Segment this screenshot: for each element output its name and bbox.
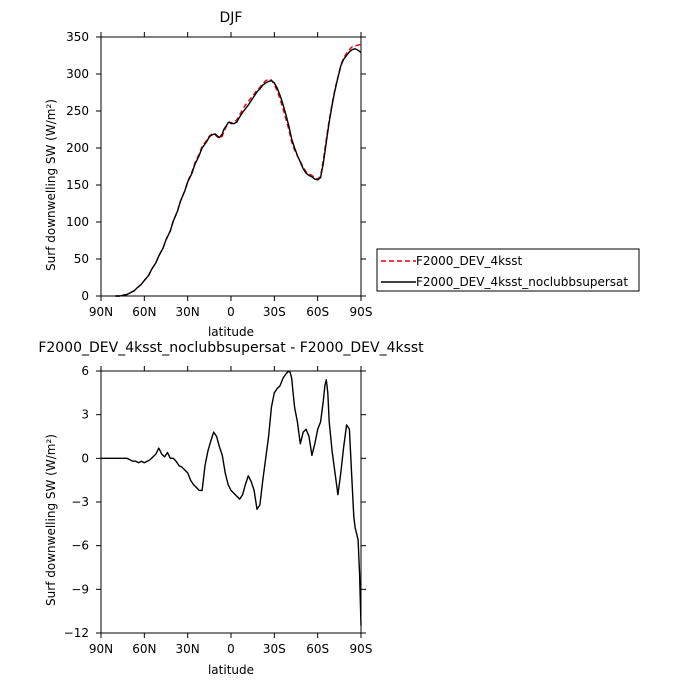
bottom-chart-series-lines xyxy=(101,370,362,626)
y-tick-label: 3 xyxy=(81,408,89,422)
x-tick-label: 0 xyxy=(227,642,235,656)
y-tick-label: 350 xyxy=(66,30,89,44)
y-tick-label: −6 xyxy=(71,539,89,553)
top-chart-legend: F2000_DEV_4ksst F2000_DEV_4ksst_noclubbs… xyxy=(376,248,640,292)
series-line-1 xyxy=(101,370,362,626)
series-line-2 xyxy=(115,48,362,297)
x-tick-label: 30S xyxy=(263,642,286,656)
legend-label-series-2: F2000_DEV_4ksst_noclubbsupersat xyxy=(416,275,628,289)
x-tick-label: 30S xyxy=(263,305,286,319)
y-tick-label: 0 xyxy=(81,451,89,465)
x-tick-label: 60S xyxy=(306,305,329,319)
y-tick-label: 100 xyxy=(66,215,89,229)
x-tick-label: 90N xyxy=(89,305,113,319)
y-tick-label: −12 xyxy=(64,626,89,640)
top-chart-y-axis-label: Surf downwelling SW (W/m²) xyxy=(44,99,58,271)
bottom-chart-plot-frame xyxy=(100,370,362,634)
x-tick-label: 90S xyxy=(350,305,373,319)
x-tick-label: 60N xyxy=(132,305,156,319)
x-tick-label: 90N xyxy=(89,642,113,656)
top-chart: DJF Surf downwelling SW (W/m²) latitude … xyxy=(44,10,640,339)
bottom-chart-y-axis-label: Surf downwelling SW (W/m²) xyxy=(44,434,58,606)
legend-box xyxy=(376,248,640,292)
top-chart-title: DJF xyxy=(220,10,243,26)
x-tick-label: 30N xyxy=(176,305,200,319)
x-tick-label: 60S xyxy=(306,642,329,656)
y-tick-label: −9 xyxy=(71,582,89,596)
y-tick-label: 200 xyxy=(66,141,89,155)
y-tick-label: −3 xyxy=(71,495,89,509)
top-chart-x-axis-label: latitude xyxy=(208,325,254,339)
x-tick-label: 60N xyxy=(132,642,156,656)
y-tick-label: 250 xyxy=(66,104,89,118)
bottom-chart-x-axis-label: latitude xyxy=(208,663,254,677)
legend-label-series-1: F2000_DEV_4ksst xyxy=(416,254,523,268)
top-chart-series-lines xyxy=(115,43,362,297)
series-line-1 xyxy=(115,43,362,297)
y-tick-label: 150 xyxy=(66,178,89,192)
x-tick-label: 0 xyxy=(227,305,235,319)
top-chart-plot-frame xyxy=(100,36,362,297)
x-tick-label: 30N xyxy=(176,642,200,656)
bottom-chart: F2000_DEV_4ksst_noclubbsupersat - F2000_… xyxy=(38,340,424,677)
top-chart-axis-ticks: 90N 60N 30N 0 30S 60S 90S 0 50 100 150 200 250 300 350 xyxy=(66,30,372,319)
y-tick-label: 0 xyxy=(81,289,89,303)
bottom-chart-title: F2000_DEV_4ksst_noclubbsupersat - F2000_… xyxy=(38,340,424,356)
y-tick-label: 6 xyxy=(81,364,89,378)
bottom-chart-axis-ticks: 90N 60N 30N 0 30S 60S 90S −12 −9 −6 −3 0 3 6 xyxy=(64,364,373,656)
x-tick-label: 90S xyxy=(350,642,373,656)
y-tick-label: 300 xyxy=(66,67,89,81)
y-tick-label: 50 xyxy=(74,252,89,266)
